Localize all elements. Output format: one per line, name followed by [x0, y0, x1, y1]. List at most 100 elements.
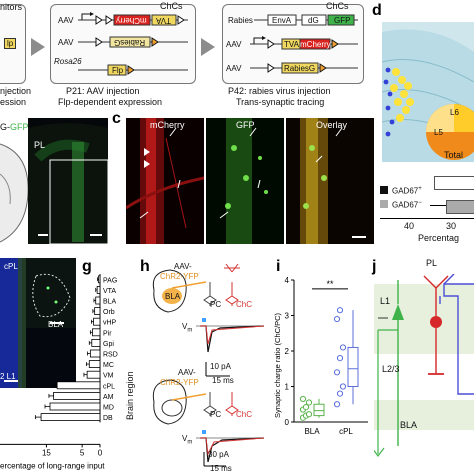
micrograph-overlay	[286, 118, 374, 244]
g-bar	[94, 307, 101, 315]
h-bla-label: BLA	[165, 292, 181, 301]
yellow-cell-cluster	[390, 68, 414, 122]
g-bar	[86, 370, 101, 379]
i-point	[339, 383, 347, 390]
pie-label-l6: L6	[450, 108, 459, 117]
pie-total-label: Total	[444, 150, 464, 160]
i-point	[336, 355, 344, 362]
legend-swatch-gad67-pos	[380, 186, 388, 194]
g-category-label: Orb	[103, 309, 115, 316]
h-chc-top: ChC	[236, 300, 253, 309]
overlay-svg	[300, 118, 366, 244]
pie-label-l5: L5	[434, 128, 443, 137]
mcherry-svg	[126, 118, 204, 244]
panel-b-chcs-label: ChCs	[160, 1, 183, 11]
rabiesg-construct	[250, 62, 358, 74]
flow-arrow-1	[31, 38, 45, 56]
panel-g-ylabel: Brain region	[125, 371, 135, 420]
gfp-cell-cluster	[225, 145, 268, 209]
g-category-label: Gpi	[103, 341, 114, 348]
construct-row-2	[78, 36, 188, 48]
panel-b2-rabies-label: Rabies	[228, 16, 253, 25]
g-category-label: BLA	[103, 299, 117, 306]
h-vm-top-sub: m	[187, 327, 193, 334]
panel-b2-constructs	[250, 14, 358, 74]
panel-d-x-axis	[380, 218, 474, 219]
legend-gad67-pos-text: GAD67	[392, 186, 419, 196]
panel-b2-tva: TVA	[284, 40, 299, 49]
g-category-label: RSD	[103, 352, 118, 359]
i-point	[333, 315, 341, 323]
g-inset-bla: BLA	[48, 320, 64, 329]
panel-b2-dg: dG	[308, 16, 319, 25]
legend-gad67-pos-sup: +	[418, 186, 422, 192]
i-y-tick-label: 0	[285, 418, 290, 427]
panel-b2-mcherry: mCherry	[300, 40, 331, 49]
construct-row-3	[78, 64, 188, 76]
panel-b-caption-1: P21: AAV injection	[66, 86, 140, 96]
i-y-tick-label: 4	[285, 276, 290, 285]
h-vm-bot: Vm	[182, 434, 192, 448]
panel-b-rosa26: Rosa26	[54, 57, 82, 66]
g-x-tick-label: 5	[80, 448, 85, 457]
g-x-tick-label: 15	[42, 448, 51, 457]
panel-b-aav2: AAV	[58, 38, 74, 47]
i-point	[333, 369, 341, 376]
panel-g-bar-chart: PAG VTA BLA Orb vHP Pir Gpi RSD MC VM cPL AM MD DB 0 5 1…	[0, 274, 118, 470]
h-top-circuit	[152, 263, 240, 313]
panel-i-letter: i	[276, 258, 281, 275]
g-bar	[92, 328, 101, 337]
tva-construct	[250, 36, 358, 50]
panel-d-tick-30: 30	[446, 221, 457, 231]
panel-a-caption-1: njection	[0, 86, 32, 96]
slice-micrograph	[28, 118, 108, 244]
panel-b-aav1: AAV	[58, 16, 74, 25]
h-vm-bot-sub: m	[187, 439, 193, 446]
panel-b-rabiesg: RabiesG	[114, 38, 146, 47]
panel-d-atlas-svg	[382, 29, 474, 162]
g-x-axis-label: ercentage of long-range input	[0, 461, 105, 470]
slice-gfp: GFP	[10, 122, 29, 132]
legend-gad67-neg: GAD67−	[392, 199, 422, 210]
h-chc-bot: ChC	[236, 410, 253, 419]
g-inset-l1: 2 L1	[0, 372, 16, 381]
h-vm-bot-text: V	[182, 434, 188, 443]
i-point	[336, 390, 344, 397]
g-category-label: DB	[103, 415, 113, 422]
h-pc-top: PC	[210, 300, 222, 309]
micrograph-mcherry-label: mCherry	[150, 120, 185, 130]
g-category-label: VTA	[103, 288, 116, 295]
panel-d-errbar	[430, 205, 446, 206]
h-scale1-amp: 10 pA	[210, 362, 231, 371]
h-pc-bot: PC	[210, 410, 222, 419]
gfp-svg	[219, 118, 268, 244]
panel-d-tick-40: 40	[404, 221, 415, 231]
micrograph-gfp	[206, 118, 284, 244]
g-bar	[40, 413, 101, 422]
slice-g-fragment: G-	[0, 122, 10, 132]
g-bar	[56, 381, 101, 390]
rabies-construct	[254, 14, 358, 26]
g-bar	[53, 392, 101, 400]
panel-b-flp: Flp	[112, 66, 124, 75]
i-point	[339, 344, 347, 351]
i-point	[305, 411, 313, 418]
panel-g-inset-micrograph	[0, 258, 76, 388]
chc-neuron-green	[374, 280, 404, 457]
panel-b2-gfp: GFP	[334, 16, 351, 25]
panel-b2-aav2: AAV	[226, 64, 242, 73]
panel-b2-rabiesg: RabiesG	[284, 64, 316, 73]
legend-gad67-pos: GAD67+	[392, 185, 422, 196]
i-y-tick-label: 1	[285, 383, 290, 392]
g-bar	[93, 317, 101, 326]
panel-b2-enva: EnvA	[272, 16, 292, 25]
pc-neuron-red	[423, 275, 449, 375]
g-category-label: VM	[103, 373, 114, 380]
input-axon-blue	[439, 274, 474, 395]
g-category-label: MC	[103, 362, 114, 369]
h-chr2-bot: ChR2-YFP	[160, 378, 199, 387]
i-point	[333, 401, 341, 408]
micrograph-mcherry	[126, 118, 204, 244]
i-point	[299, 395, 307, 403]
g-category-label: AM	[103, 394, 114, 401]
